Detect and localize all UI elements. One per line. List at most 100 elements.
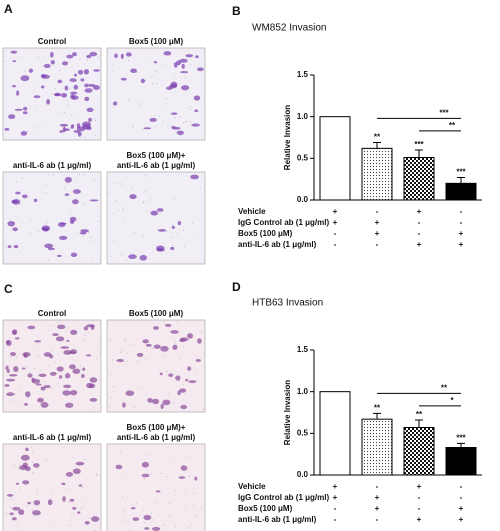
pore	[94, 179, 96, 181]
pore	[190, 109, 192, 111]
pore	[174, 341, 176, 343]
cell	[166, 86, 173, 90]
cell	[5, 365, 9, 370]
cell	[9, 512, 14, 516]
bar	[361, 147, 393, 201]
cell	[52, 333, 59, 337]
pore	[185, 457, 187, 459]
pore	[33, 130, 35, 132]
cell	[180, 85, 190, 91]
panel-label: B	[232, 4, 241, 18]
pore	[146, 177, 148, 179]
cell	[86, 107, 94, 112]
pore	[4, 61, 6, 63]
pore	[172, 245, 174, 247]
pore	[10, 218, 12, 220]
pore	[145, 60, 147, 62]
pore	[84, 334, 86, 336]
pore	[10, 400, 12, 402]
pore	[49, 521, 51, 523]
comparison-label: **	[441, 383, 448, 392]
cell	[56, 254, 62, 257]
cell	[12, 60, 16, 63]
cell	[32, 510, 41, 516]
pore	[69, 524, 71, 526]
pore	[127, 353, 129, 355]
pore	[159, 115, 161, 117]
cell	[40, 401, 49, 408]
cell	[120, 77, 127, 81]
cell	[170, 246, 175, 251]
pore	[175, 490, 177, 492]
pore	[139, 105, 141, 107]
treatment-label: Vehicle	[238, 207, 266, 216]
cell	[90, 324, 95, 330]
cell	[91, 516, 100, 522]
cell	[5, 340, 12, 346]
pore	[37, 85, 39, 87]
pore	[34, 367, 36, 369]
pore	[113, 212, 115, 214]
pore	[173, 74, 175, 76]
cell	[60, 346, 70, 349]
pore	[167, 231, 169, 233]
pore	[88, 232, 90, 234]
cell	[149, 117, 157, 122]
cell	[69, 78, 77, 82]
pore	[176, 321, 178, 323]
cell	[114, 53, 118, 58]
y-tick-label: 1.5	[297, 345, 309, 354]
cell	[128, 254, 137, 260]
pore	[120, 452, 122, 454]
pore	[109, 406, 111, 408]
cell	[196, 67, 204, 72]
pore	[146, 455, 148, 457]
pore	[68, 247, 70, 249]
cell	[65, 402, 74, 408]
cell	[70, 126, 74, 129]
pore	[19, 203, 21, 205]
cell	[73, 130, 80, 133]
bar	[403, 157, 435, 201]
cell	[178, 476, 186, 479]
pore	[36, 491, 38, 493]
treatment-label: IgG Control ab (1 μg/ml)	[238, 218, 329, 227]
cell	[116, 358, 125, 363]
cell	[170, 112, 178, 115]
pore	[71, 514, 73, 516]
treatment-mark: +	[459, 240, 464, 249]
pore	[150, 473, 152, 475]
pore	[20, 56, 22, 58]
error-bar	[415, 419, 423, 428]
cell	[24, 402, 28, 406]
cell	[194, 109, 199, 113]
pore	[135, 502, 137, 504]
pore	[10, 507, 12, 509]
pore	[97, 343, 99, 345]
pore	[110, 339, 112, 341]
cell	[20, 75, 30, 82]
pore	[196, 234, 198, 236]
significance: **	[374, 133, 381, 142]
pore	[191, 323, 193, 325]
significance: **	[416, 410, 423, 419]
pore	[51, 387, 53, 389]
pore	[47, 330, 49, 332]
cell	[77, 511, 81, 514]
treatment-mark: +	[459, 229, 464, 238]
pore	[25, 506, 27, 508]
pore	[84, 459, 86, 461]
cell	[136, 352, 144, 357]
cell	[62, 61, 69, 66]
pore	[184, 77, 186, 79]
cell	[62, 126, 66, 133]
treatment-mark: +	[375, 218, 380, 227]
pore	[180, 357, 182, 359]
cell	[57, 324, 66, 330]
treatment-mark: -	[334, 229, 337, 238]
pore	[145, 210, 147, 212]
cell	[73, 73, 78, 77]
pore	[16, 356, 18, 358]
cell	[61, 92, 68, 98]
cell	[59, 130, 64, 133]
